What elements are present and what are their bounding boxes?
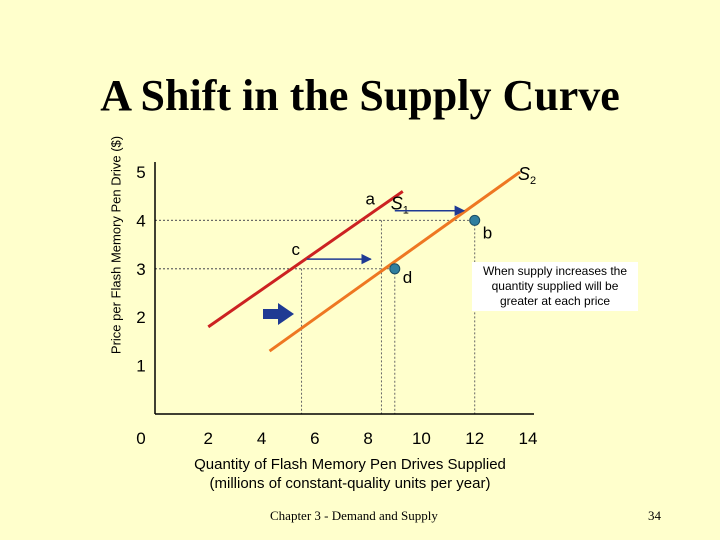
point-label-c: c: [292, 240, 301, 259]
curve-label-s2: S2: [518, 164, 536, 187]
y-tick-label: 1: [136, 357, 145, 376]
points: a b c d: [292, 189, 493, 286]
axes: [154, 162, 534, 415]
point-marker-b: [469, 214, 481, 226]
shift-block-arrow: [263, 303, 294, 325]
x-axis-label: Quantity of Flash Memory Pen Drives Supp…: [180, 455, 520, 493]
x-tick-label: 6: [310, 429, 319, 448]
x-axis-label-line1: Quantity of Flash Memory Pen Drives Supp…: [194, 456, 506, 473]
x-axis-label-line2: (millions of constant-quality units per …: [209, 475, 491, 492]
callout-note: When supply increases the quantity suppl…: [472, 262, 638, 311]
x-tick-label: 4: [257, 429, 266, 448]
x-tick-label: 10: [412, 429, 431, 448]
point-label-d: d: [403, 268, 412, 287]
x-tick-label: 8: [363, 429, 372, 448]
curve-label-s1: S1: [391, 193, 409, 216]
supply-curve-s1: [207, 190, 404, 329]
page-number: 34: [648, 508, 661, 523]
y-tick-label: 4: [136, 211, 145, 230]
point-label-b: b: [483, 223, 492, 242]
point-marker-d: [389, 263, 401, 275]
point-label-a: a: [365, 189, 375, 208]
supply-curve-s2: [268, 170, 521, 353]
x-tick-label: 12: [465, 429, 484, 448]
slide-footer: Chapter 3 - Demand and Supply: [270, 508, 438, 523]
guide-lines: [155, 219, 476, 414]
slide-title: A Shift in the Supply Curve: [100, 71, 620, 120]
supply-curves: S1 S2: [207, 164, 536, 353]
shift-arrows: [263, 205, 466, 325]
x-tick-label: 14: [519, 429, 538, 448]
y-tick-label: 2: [136, 308, 145, 327]
x-tick-label: 0: [136, 429, 145, 448]
y-tick-label: 3: [136, 260, 145, 279]
x-tick-label: 2: [204, 429, 213, 448]
y-tick-label: 5: [136, 163, 145, 182]
